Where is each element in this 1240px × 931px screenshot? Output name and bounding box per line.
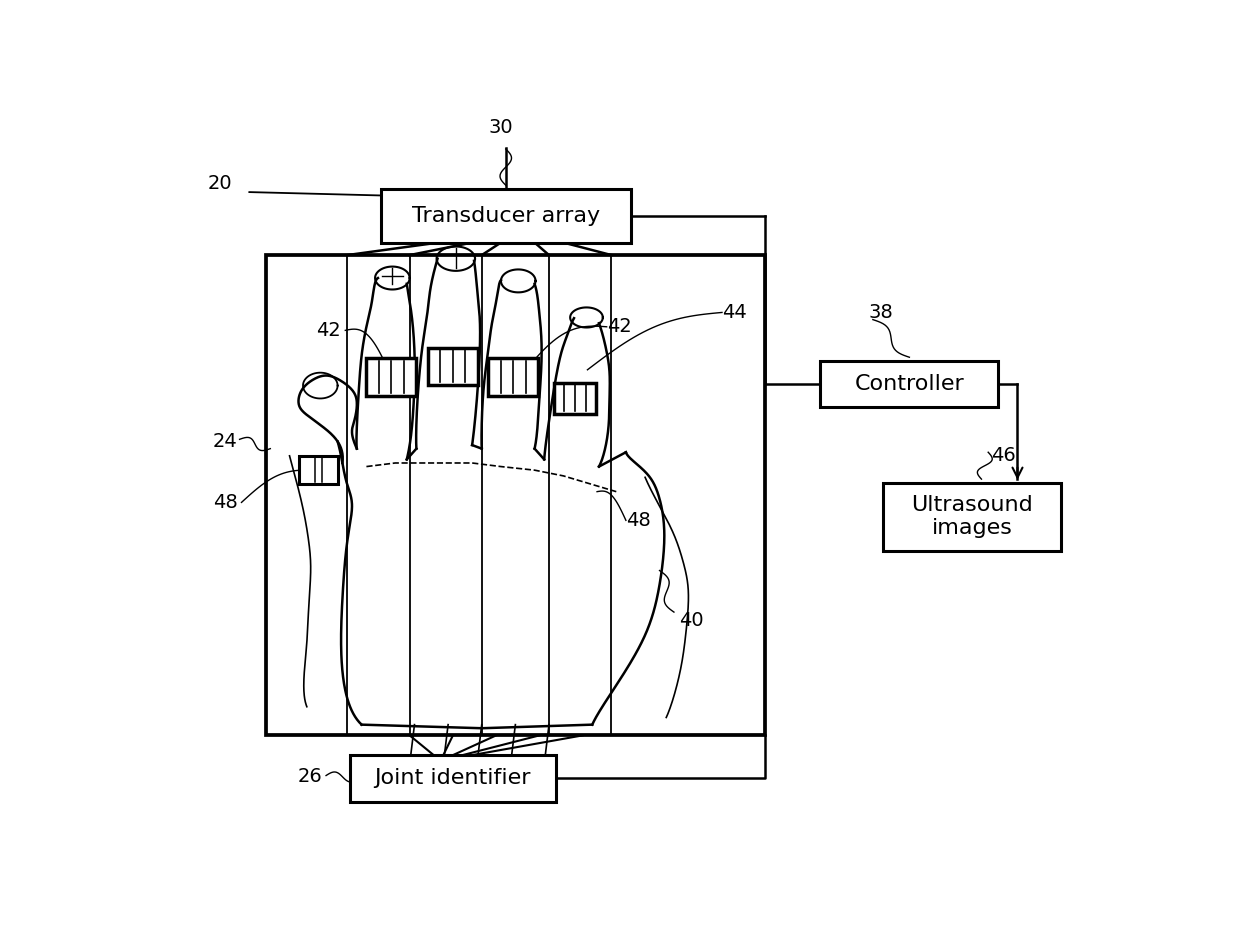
Text: 48: 48 — [626, 511, 651, 530]
Text: 44: 44 — [722, 303, 746, 322]
Text: 42: 42 — [316, 321, 341, 340]
Text: 46: 46 — [991, 446, 1016, 466]
Text: 20: 20 — [208, 174, 232, 193]
Bar — [883, 482, 1060, 551]
Text: Ultrasound
images: Ultrasound images — [911, 495, 1033, 538]
Text: Joint identifier: Joint identifier — [374, 768, 531, 789]
Text: Controller: Controller — [854, 374, 965, 394]
Bar — [367, 358, 417, 396]
Bar — [554, 383, 596, 414]
Text: 30: 30 — [489, 118, 513, 137]
Bar — [350, 755, 557, 802]
Text: 24: 24 — [213, 432, 237, 451]
Text: 48: 48 — [213, 492, 237, 512]
Bar — [265, 255, 765, 735]
Text: Transducer array: Transducer array — [412, 206, 600, 225]
Text: 40: 40 — [678, 611, 703, 630]
Bar — [821, 361, 998, 408]
Bar — [428, 347, 477, 385]
Bar — [381, 189, 631, 243]
Text: 26: 26 — [298, 767, 322, 787]
Text: 38: 38 — [868, 303, 893, 322]
Text: 42: 42 — [606, 317, 631, 336]
Bar — [489, 358, 538, 396]
Bar — [299, 456, 337, 484]
